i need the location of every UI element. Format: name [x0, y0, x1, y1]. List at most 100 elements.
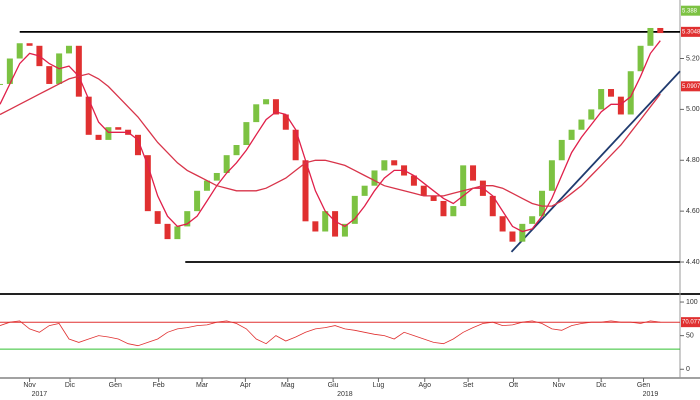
- candle: [470, 165, 477, 181]
- candle: [144, 155, 151, 212]
- candle: [46, 66, 53, 84]
- candle: [558, 139, 565, 161]
- candle: [233, 145, 240, 156]
- candle: [430, 195, 437, 201]
- candle: [539, 190, 546, 217]
- candle: [105, 127, 112, 140]
- price-tag: [681, 317, 700, 328]
- candle: [332, 211, 339, 237]
- candle: [0, 83, 3, 85]
- candle: [529, 216, 536, 224]
- candle: [223, 155, 230, 173]
- candle: [450, 206, 457, 217]
- candle: [154, 211, 161, 224]
- candle: [263, 99, 270, 105]
- y-tick-label: 4.40: [686, 259, 700, 266]
- candle: [410, 175, 417, 186]
- candle: [381, 160, 388, 171]
- trend-line: [510, 70, 681, 253]
- rsi-tick-label: 100: [686, 299, 698, 306]
- price-tag: [681, 5, 700, 16]
- x-tick-label: Gen: [109, 382, 122, 389]
- candle: [272, 99, 279, 115]
- candle: [282, 114, 289, 130]
- candle: [16, 43, 23, 59]
- candle: [75, 45, 82, 97]
- price-panel: [0, 0, 680, 290]
- x-tick-label: Nov: [23, 382, 36, 389]
- x-tick-label: Dic: [65, 382, 76, 389]
- candle: [65, 45, 72, 54]
- candle: [637, 45, 644, 72]
- moving-average: [0, 73, 661, 207]
- candle: [608, 89, 615, 97]
- candle: [361, 185, 368, 196]
- candle: [588, 109, 595, 120]
- moving-average: [0, 40, 661, 233]
- candle: [371, 170, 378, 186]
- candle: [312, 221, 319, 232]
- x-tick-label: Lug: [373, 382, 385, 389]
- price-tag: [681, 26, 700, 37]
- rsi-line: [0, 320, 661, 347]
- x-tick-label: Gen: [637, 382, 650, 389]
- candle: [420, 185, 427, 196]
- candle: [627, 71, 634, 115]
- candle: [243, 122, 250, 145]
- x-tick-label: Nov: [553, 382, 566, 389]
- candle: [6, 58, 13, 84]
- rsi-tick-label: 0: [686, 366, 690, 373]
- candle: [391, 160, 398, 166]
- price-tag-label: 70.0771: [682, 320, 700, 326]
- price-tag-label: 5.0907: [682, 84, 700, 90]
- candle: [292, 129, 299, 161]
- candle: [617, 96, 624, 115]
- candle: [302, 160, 309, 222]
- year-label: 2017: [32, 391, 48, 398]
- candle: [509, 231, 516, 242]
- candle: [164, 223, 171, 240]
- candle: [598, 89, 605, 110]
- candle: [184, 211, 191, 227]
- candle: [95, 134, 102, 140]
- candle: [341, 223, 348, 237]
- x-tick-label: Ott: [509, 382, 518, 389]
- candle: [134, 134, 141, 156]
- x-tick-label: Apr: [240, 382, 252, 389]
- year-label: 2019: [643, 391, 659, 398]
- y-tick-label: 5.20: [686, 55, 700, 62]
- candle: [351, 195, 358, 224]
- candle: [440, 200, 447, 217]
- x-tick-label: Giu: [328, 382, 339, 389]
- price-tag: [681, 81, 700, 92]
- x-tick-label: Mag: [281, 382, 295, 389]
- candle: [499, 216, 506, 232]
- candle: [203, 180, 210, 191]
- rsi-tick-label: 50: [686, 332, 694, 339]
- candle: [26, 43, 33, 46]
- price-tag-label: 5.388: [682, 8, 698, 14]
- x-tick-label: Ago: [419, 382, 432, 389]
- candle: [85, 96, 92, 135]
- candle: [253, 104, 260, 123]
- x-tick-label: Feb: [153, 382, 165, 389]
- y-tick-label: 5.00: [686, 106, 700, 113]
- candle: [657, 27, 664, 34]
- candle: [568, 129, 575, 140]
- candle: [322, 211, 329, 232]
- candle: [194, 190, 201, 212]
- x-tick-label: Dic: [596, 382, 607, 389]
- candle: [115, 127, 122, 130]
- price-tag-label: 5.3048: [682, 29, 700, 35]
- x-tick-label: Set: [463, 382, 474, 389]
- x-tick-label: Mar: [196, 382, 209, 389]
- candle: [174, 226, 181, 240]
- candle: [548, 160, 555, 191]
- candle: [489, 195, 496, 217]
- candle: [460, 165, 467, 207]
- y-tick-label: 4.80: [686, 157, 700, 164]
- year-label: 2018: [337, 391, 353, 398]
- candle: [578, 119, 585, 130]
- y-tick-label: 4.60: [686, 208, 700, 215]
